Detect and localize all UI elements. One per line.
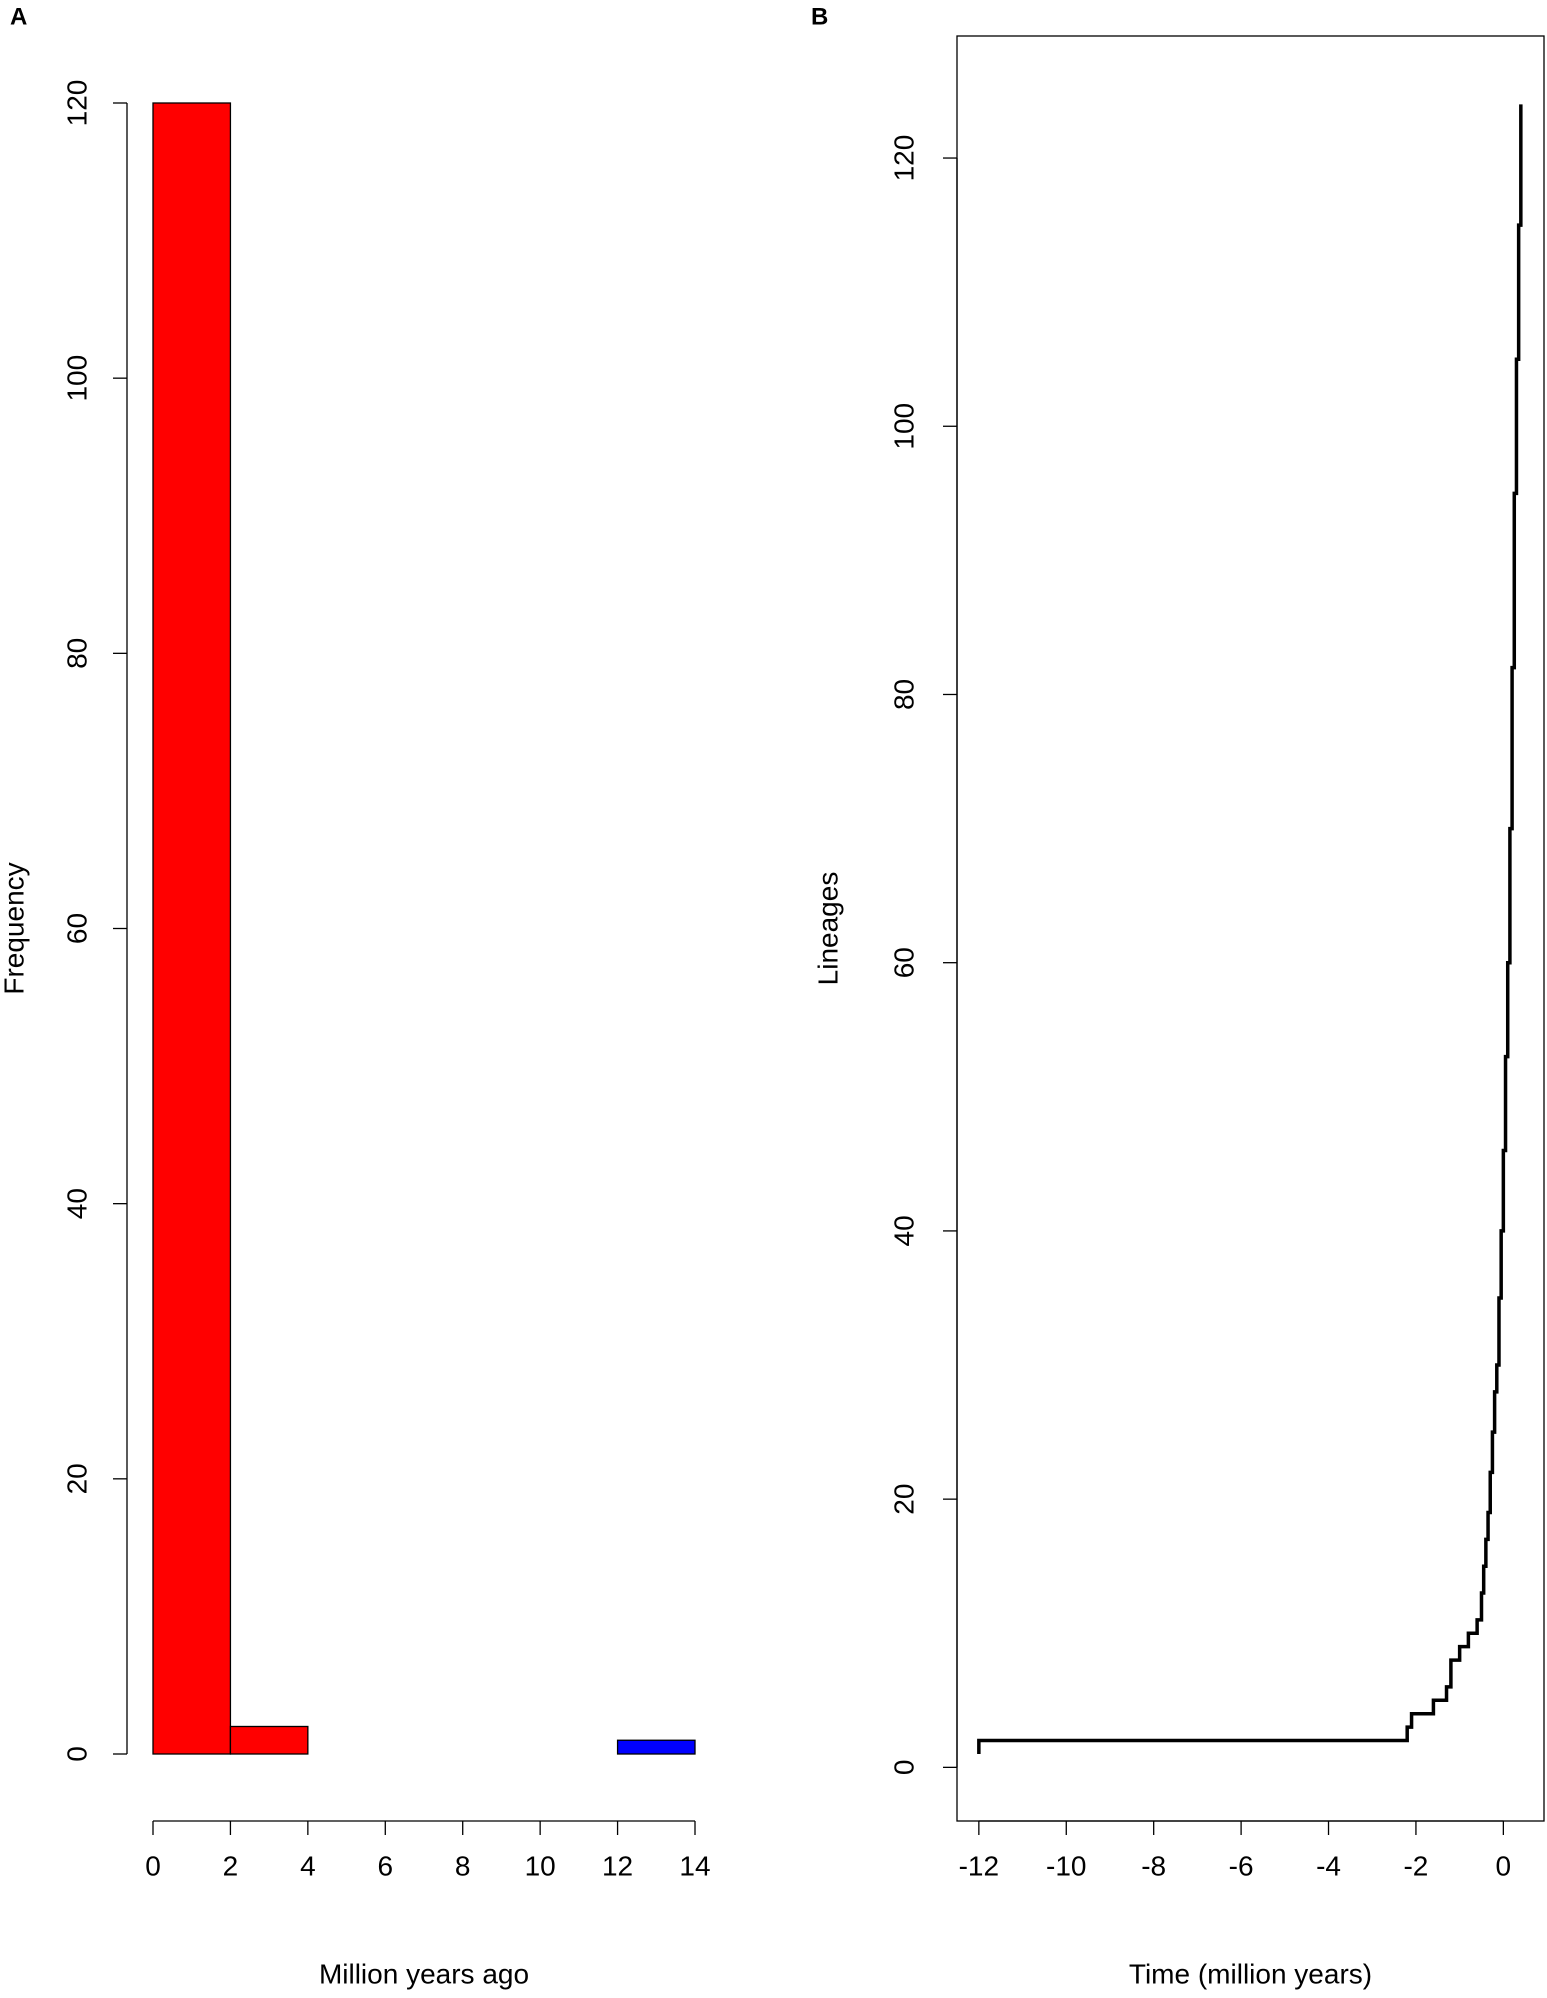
panel-label: B	[811, 3, 828, 30]
x-axis-title: Million years ago	[319, 1958, 529, 1989]
lineage-curve	[977, 104, 1523, 1754]
y-tick-label: 20	[888, 1484, 919, 1515]
y-tick-label: 0	[888, 1760, 919, 1776]
x-tick-label: -6	[1229, 1850, 1254, 1881]
x-tick-label: -10	[1046, 1850, 1086, 1881]
x-axis-title: Time (million years)	[1129, 1958, 1372, 1989]
y-tick-label: 40	[61, 1188, 92, 1219]
panel-label: A	[10, 3, 27, 30]
y-tick-label: 80	[888, 679, 919, 710]
y-tick-label: 120	[888, 135, 919, 182]
x-tick-label: -8	[1141, 1850, 1166, 1881]
y-tick-label: 20	[61, 1463, 92, 1494]
y-tick-label: 100	[888, 403, 919, 450]
x-tick-label: 8	[455, 1850, 471, 1881]
plot-frame	[956, 35, 1545, 1822]
x-tick-label: 12	[602, 1850, 633, 1881]
y-axis-title: Lineages	[812, 872, 843, 986]
x-tick-label: -12	[959, 1850, 999, 1881]
x-tick-label: 10	[525, 1850, 556, 1881]
y-tick-label: 60	[888, 947, 919, 978]
x-tick-label: 14	[679, 1850, 710, 1881]
y-tick-label: 60	[61, 913, 92, 944]
y-tick-label: 80	[61, 638, 92, 669]
x-tick-label: 6	[377, 1850, 393, 1881]
x-tick-label: -2	[1403, 1850, 1428, 1881]
bar	[229, 1725, 309, 1755]
x-tick-label: 2	[223, 1850, 239, 1881]
x-tick-label: 0	[1496, 1850, 1512, 1881]
bar	[152, 102, 232, 1755]
x-tick-label: 0	[145, 1850, 161, 1881]
y-tick-label: 120	[61, 80, 92, 127]
y-tick-label: 40	[888, 1215, 919, 1246]
x-tick-label: -4	[1316, 1850, 1341, 1881]
bar	[616, 1739, 696, 1755]
y-tick-label: 0	[61, 1746, 92, 1762]
x-tick-label: 4	[300, 1850, 316, 1881]
y-axis-title: Frequency	[0, 862, 29, 994]
y-tick-label: 100	[61, 355, 92, 402]
